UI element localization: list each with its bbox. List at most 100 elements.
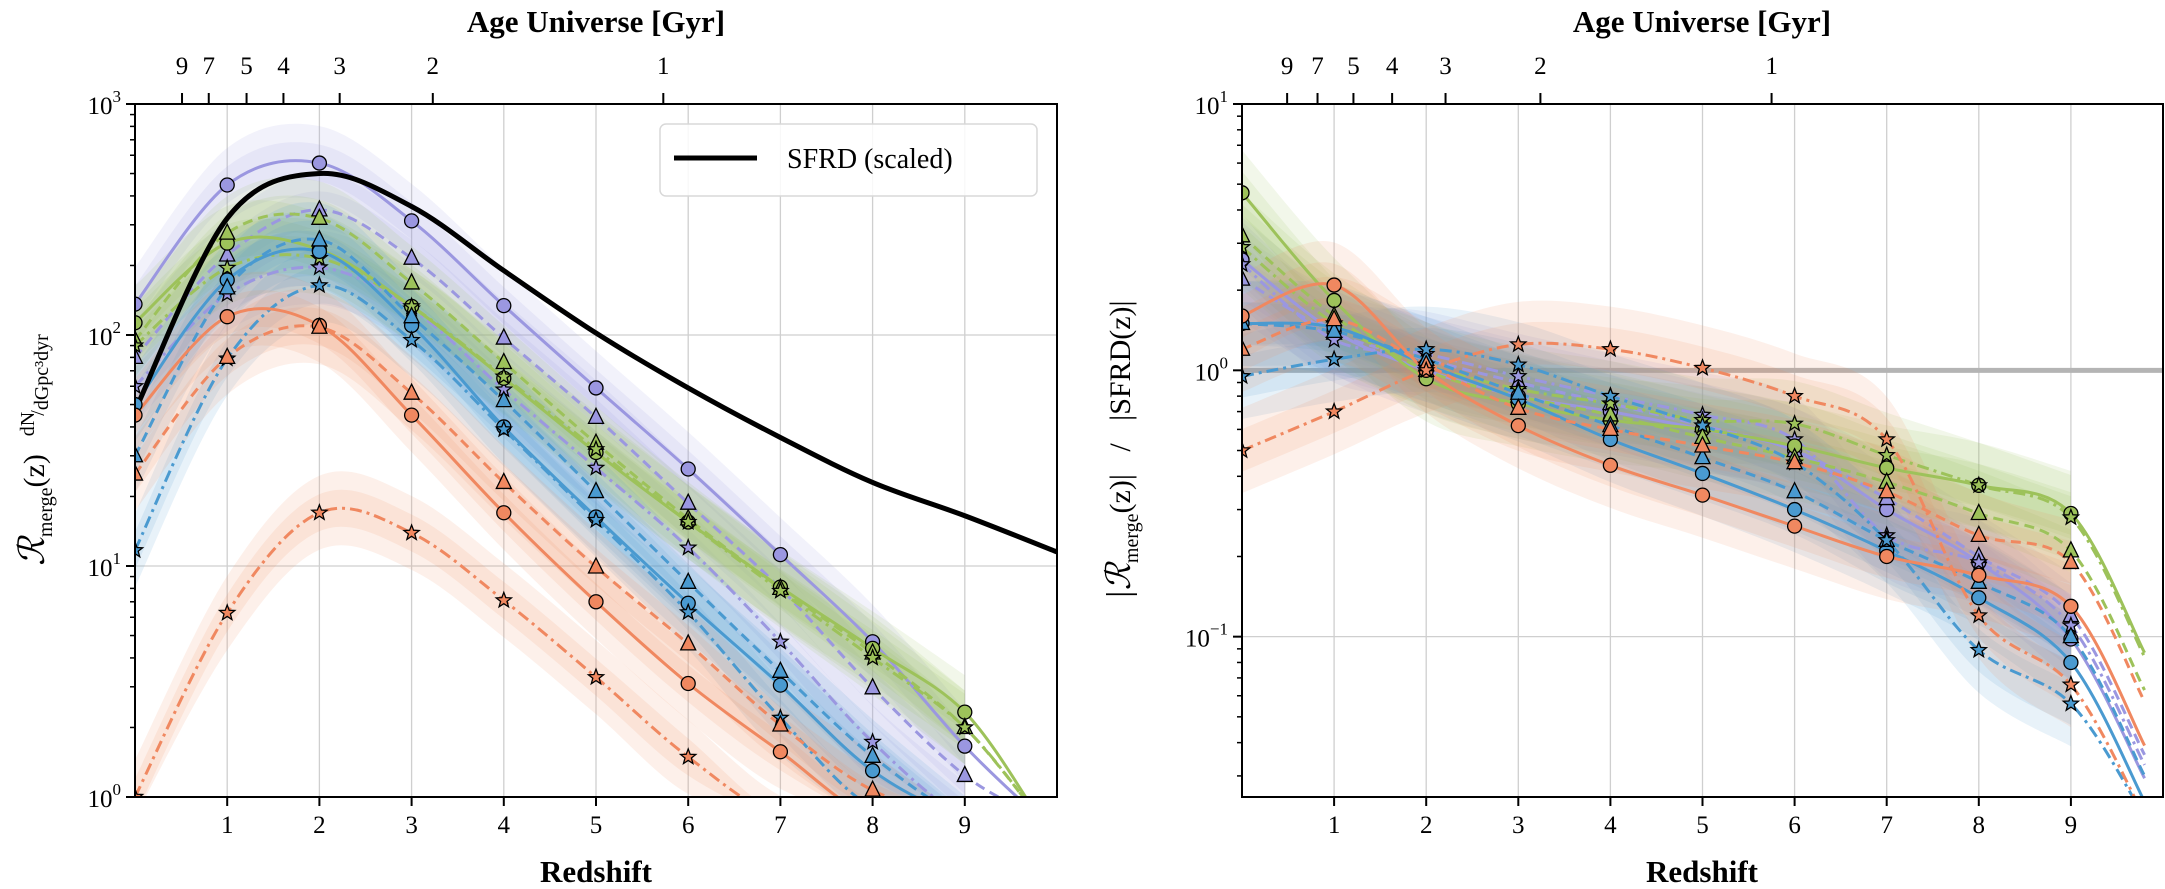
- marker-triangle-series-10: [1970, 524, 1988, 543]
- uncertainty-band-series-5: [1242, 204, 2071, 561]
- marker-circle-series-9: [1971, 567, 1987, 583]
- series-line-2: [1242, 263, 2146, 766]
- marker-star-series-8: [678, 602, 698, 621]
- marker-circle-series-9: [496, 505, 512, 521]
- uncertainty-band-series-1: [1242, 257, 2071, 637]
- marker-triangle-series-1: [1242, 268, 1251, 286]
- marker-triangle-series-4: [1970, 503, 1988, 521]
- x-tick-label: 7: [774, 812, 787, 839]
- marker-circle-series-9: [680, 675, 696, 692]
- marker-triangle-series-7: [2062, 626, 2080, 644]
- left-y-label-unit-divider: /: [27, 410, 49, 416]
- uncertainty-band-series-9: [1242, 240, 2071, 649]
- marker-circle-series-6: [864, 763, 881, 779]
- marker-triangle-series-1: [495, 327, 513, 345]
- marker-star-series-2: [135, 376, 145, 395]
- marker-star-series-5: [1601, 393, 1620, 412]
- marker-triangle-series-4: [310, 207, 328, 225]
- marker-triangle-series-4: [1242, 225, 1251, 243]
- legend-box: [659, 123, 1038, 197]
- top-age-tick-label: 5: [1347, 53, 1360, 80]
- top-age-tick-label: 2: [427, 53, 440, 80]
- x-tick-label: 1: [221, 812, 234, 839]
- marker-triangle-series-10: [135, 463, 144, 481]
- series-line-6: [1242, 321, 2144, 797]
- right-y-label-symbol: |ℛ: [1101, 560, 1138, 599]
- uncertainty-band-series-1: [1242, 236, 2071, 659]
- marker-circle-series-9: [403, 407, 420, 423]
- x-tick-label: 2: [313, 812, 326, 839]
- marker-star-series-2: [1969, 552, 1989, 571]
- left-x-axis-label: Redshift: [540, 854, 653, 889]
- marker-triangle-series-10: [495, 471, 513, 490]
- marker-star-series-5: [217, 258, 237, 276]
- marker-circle-series-0: [772, 546, 789, 563]
- x-tick-label: 4: [1604, 812, 1617, 839]
- right-top-axis-title: Age Universe [Gyr]: [1573, 4, 1831, 39]
- marker-star-series-5: [1242, 237, 1252, 256]
- y-tick-label: 100: [1195, 353, 1229, 386]
- top-age-tick-label: 1: [657, 53, 670, 80]
- marker-star-series-2: [771, 631, 790, 650]
- marker-triangle-series-10: [1242, 338, 1251, 356]
- uncertainty-band-series-8: [1242, 306, 2071, 747]
- marker-circle-series-9: [1242, 308, 1250, 324]
- marker-triangle-series-1: [956, 764, 974, 783]
- marker-triangle-series-10: [1509, 397, 1527, 415]
- marker-circle-series-6: [1694, 465, 1711, 482]
- uncertainty-band-series-9: [135, 290, 865, 797]
- y-tick-label: 101: [88, 549, 122, 582]
- marker-star-series-5: [678, 512, 698, 530]
- marker-circle-series-0: [311, 155, 328, 171]
- marker-star-series-11: [2061, 674, 2081, 693]
- marker-star-series-2: [863, 732, 882, 750]
- x-tick-label: 5: [590, 812, 603, 839]
- left-y-label-argument: (z): [18, 454, 51, 487]
- left-y-axis-label: ℛmerge(z) dN/dGpc³dyr: [12, 334, 57, 566]
- top-age-tick-label: 4: [277, 53, 290, 80]
- marker-triangle-series-7: [1325, 320, 1343, 339]
- series-line-10: [1242, 318, 2146, 703]
- marker-star-series-11: [135, 787, 145, 797]
- x-tick-label: 9: [959, 812, 972, 839]
- marker-triangle-series-1: [403, 247, 421, 265]
- marker-star-series-8: [2061, 693, 2081, 712]
- marker-triangle-series-7: [1693, 447, 1712, 465]
- marker-circle-series-9: [219, 309, 235, 325]
- marker-triangle-series-10: [1878, 481, 1896, 499]
- marker-triangle-series-10: [1693, 435, 1712, 453]
- marker-star-series-2: [1242, 254, 1252, 273]
- uncertainty-band-series-3: [135, 200, 965, 750]
- top-age-tick-label: 1: [1765, 53, 1778, 80]
- marker-triangle-series-4: [218, 222, 236, 240]
- marker-triangle-series-10: [679, 633, 697, 651]
- marker-triangle-series-10: [218, 346, 236, 365]
- marker-circle-series-9: [772, 744, 789, 760]
- top-age-tick-label: 3: [1439, 53, 1452, 80]
- marker-star-series-11: [494, 590, 514, 609]
- marker-star-series-8: [1601, 386, 1620, 405]
- marker-triangle-series-4: [403, 272, 421, 290]
- series-line-11: [1242, 341, 2137, 797]
- x-tick-label: 8: [1973, 812, 1986, 839]
- uncertainty-band-series-11: [1242, 300, 2071, 728]
- marker-triangle-series-7: [135, 445, 144, 463]
- marker-circle-series-6: [1786, 501, 1803, 518]
- x-tick-label: 3: [1512, 812, 1525, 839]
- legend-sfrd-label: SFRD (scaled): [787, 144, 953, 175]
- marker-circle-series-0: [135, 296, 143, 312]
- right-panel-rate-to-sfrd-ratio: Age Universe [Gyr] Redshift |ℛmerge(z)| …: [1101, 4, 2164, 889]
- marker-star-series-5: [494, 366, 514, 385]
- right-x-axis-label: Redshift: [1646, 854, 1759, 889]
- marker-star-series-8: [310, 275, 329, 294]
- marker-star-series-5: [135, 335, 145, 354]
- left-y-label-symbol: ℛ: [12, 535, 52, 566]
- y-tick-label: 102: [88, 318, 122, 351]
- uncertainty-band-series-7: [1242, 302, 2071, 658]
- marker-star-series-8: [1324, 349, 1344, 368]
- x-tick-label: 3: [405, 812, 418, 839]
- marker-circle-series-3: [1242, 185, 1250, 201]
- marker-triangle-series-1: [864, 677, 882, 695]
- marker-circle-series-3: [135, 315, 143, 331]
- marker-triangle-series-10: [403, 382, 421, 400]
